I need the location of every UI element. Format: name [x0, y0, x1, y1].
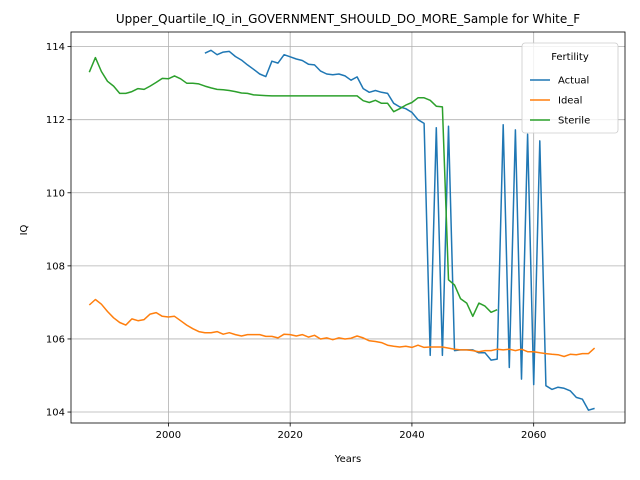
plot-series — [88, 49, 596, 411]
legend-label-sterile: Sterile — [558, 116, 590, 127]
y-axis: 104 106 108 110 112 114 — [46, 42, 71, 419]
legend-title: Fertility — [551, 52, 589, 63]
series-line-ideal — [88, 298, 596, 358]
x-axis: 2000 2020 2040 2060 — [156, 423, 546, 441]
y-tick-label: 106 — [46, 334, 65, 345]
x-tick-label: 2060 — [521, 430, 546, 441]
plot-frame — [70, 31, 626, 424]
legend: Fertility Actual Ideal Sterile — [521, 42, 619, 134]
y-tick-label: 110 — [46, 188, 65, 199]
y-tick-label: 112 — [46, 115, 65, 126]
y-tick-label: 108 — [46, 261, 65, 272]
legend-box — [521, 42, 619, 134]
legend-label-actual: Actual — [558, 76, 589, 87]
y-tick-label: 104 — [46, 408, 65, 419]
y-tick-label: 114 — [46, 42, 65, 53]
legend-label-ideal: Ideal — [558, 96, 582, 107]
x-axis-title: Years — [334, 454, 361, 465]
x-tick-label: 2020 — [277, 430, 302, 441]
x-tick-label: 2000 — [156, 430, 181, 441]
y-axis-title: IQ — [19, 224, 30, 235]
x-tick-label: 2040 — [399, 430, 424, 441]
chart-title: Upper_Quartile_IQ_in_GOVERNMENT_SHOULD_D… — [116, 12, 580, 26]
series-line-actual — [204, 49, 595, 411]
series-line-sterile — [88, 56, 498, 318]
